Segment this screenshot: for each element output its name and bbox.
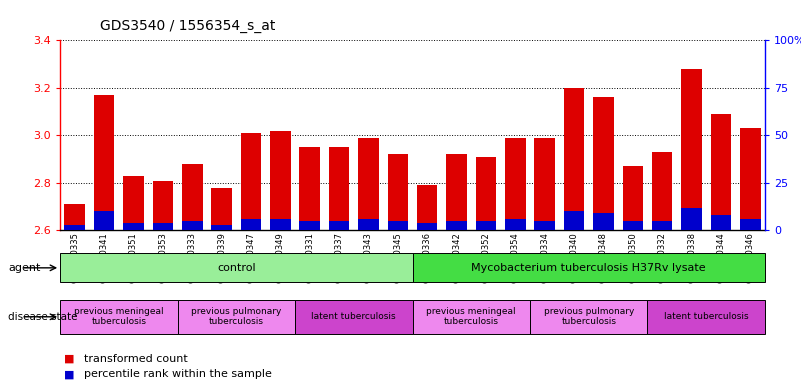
Bar: [647, 300, 765, 334]
Bar: [60, 253, 413, 282]
Bar: [152, 223, 173, 230]
Text: transformed count: transformed count: [84, 354, 188, 364]
Bar: [593, 97, 614, 230]
Text: ■: ■: [64, 369, 74, 379]
Bar: [240, 133, 261, 230]
Bar: [622, 221, 643, 230]
Text: GDS3540 / 1556354_s_at: GDS3540 / 1556354_s_at: [100, 19, 276, 33]
Bar: [240, 219, 261, 230]
Bar: [388, 154, 408, 230]
Bar: [300, 147, 320, 230]
Bar: [211, 225, 232, 230]
Bar: [64, 204, 85, 230]
Bar: [413, 253, 765, 282]
Bar: [300, 221, 320, 230]
Text: previous meningeal
tuberculosis: previous meningeal tuberculosis: [426, 307, 516, 326]
Text: previous meningeal
tuberculosis: previous meningeal tuberculosis: [74, 307, 163, 326]
Text: latent tuberculosis: latent tuberculosis: [312, 312, 396, 321]
Bar: [476, 221, 496, 230]
Bar: [328, 147, 349, 230]
Bar: [710, 215, 731, 230]
Bar: [358, 219, 379, 230]
Bar: [564, 211, 584, 230]
Text: percentile rank within the sample: percentile rank within the sample: [84, 369, 272, 379]
Bar: [622, 166, 643, 230]
Bar: [681, 69, 702, 230]
Bar: [564, 88, 584, 230]
Bar: [60, 300, 178, 334]
Bar: [740, 128, 760, 230]
Bar: [652, 221, 672, 230]
Bar: [593, 213, 614, 230]
Bar: [295, 300, 413, 334]
Bar: [476, 157, 496, 230]
Bar: [182, 164, 203, 230]
Bar: [534, 138, 555, 230]
Bar: [182, 221, 203, 230]
Bar: [417, 185, 437, 230]
Bar: [94, 211, 115, 230]
Bar: [152, 180, 173, 230]
Bar: [270, 131, 291, 230]
Text: latent tuberculosis: latent tuberculosis: [664, 312, 748, 321]
Bar: [681, 208, 702, 230]
Text: control: control: [217, 263, 256, 273]
Bar: [652, 152, 672, 230]
Bar: [534, 221, 555, 230]
Bar: [417, 223, 437, 230]
Text: previous pulmonary
tuberculosis: previous pulmonary tuberculosis: [544, 307, 634, 326]
Bar: [505, 219, 525, 230]
Bar: [530, 300, 647, 334]
Bar: [446, 154, 467, 230]
Bar: [178, 300, 295, 334]
Text: disease state: disease state: [8, 312, 78, 322]
Bar: [64, 225, 85, 230]
Bar: [94, 95, 115, 230]
Text: agent: agent: [8, 263, 40, 273]
Bar: [505, 138, 525, 230]
Bar: [358, 138, 379, 230]
Text: Mycobacterium tuberculosis H37Rv lysate: Mycobacterium tuberculosis H37Rv lysate: [472, 263, 706, 273]
Bar: [123, 223, 144, 230]
Bar: [123, 176, 144, 230]
Bar: [270, 219, 291, 230]
Bar: [413, 300, 530, 334]
Bar: [388, 221, 408, 230]
Text: previous pulmonary
tuberculosis: previous pulmonary tuberculosis: [191, 307, 281, 326]
Bar: [710, 114, 731, 230]
Text: ■: ■: [64, 354, 74, 364]
Bar: [446, 221, 467, 230]
Bar: [211, 188, 232, 230]
Bar: [740, 219, 760, 230]
Bar: [328, 221, 349, 230]
